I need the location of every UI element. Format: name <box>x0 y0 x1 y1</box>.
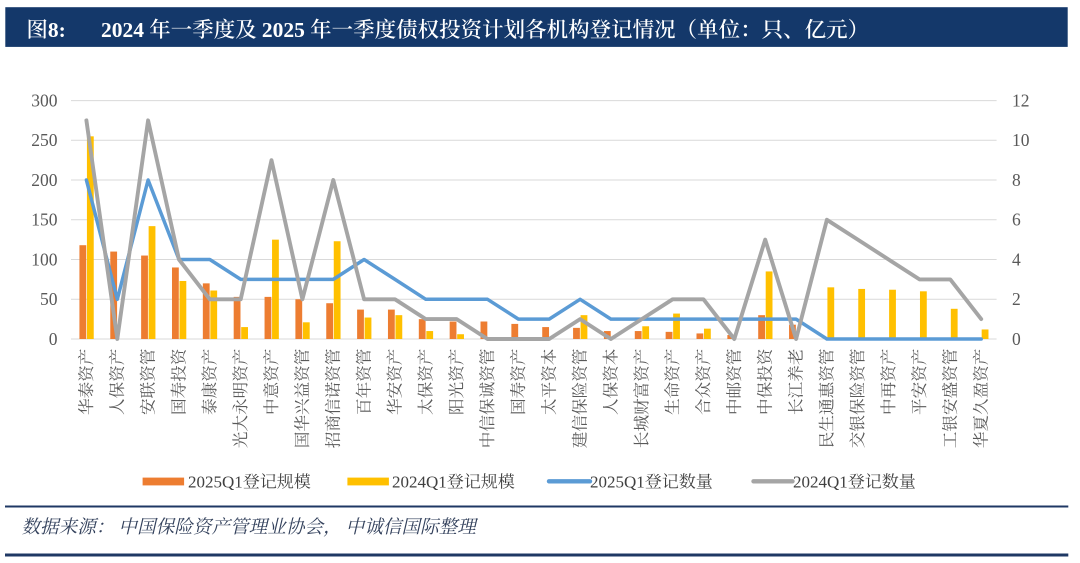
svg-text:4: 4 <box>1012 249 1021 269</box>
svg-text:2024Q1: 2024Q1 <box>392 473 447 492</box>
svg-text:6: 6 <box>1012 210 1021 230</box>
svg-text:250: 250 <box>31 130 58 150</box>
svg-text:2024: 2024 <box>101 18 144 42</box>
svg-text:200: 200 <box>31 170 58 190</box>
svg-text:0: 0 <box>1012 329 1021 349</box>
svg-text:0: 0 <box>49 329 58 349</box>
svg-text:2025Q1: 2025Q1 <box>188 473 243 492</box>
svg-text:100: 100 <box>31 249 58 269</box>
svg-text:150: 150 <box>31 210 58 230</box>
svg-text:8: 8 <box>1012 170 1021 190</box>
svg-text:300: 300 <box>31 90 58 110</box>
svg-text:2025: 2025 <box>262 18 305 42</box>
svg-text:12: 12 <box>1012 90 1030 110</box>
svg-text:50: 50 <box>40 289 58 309</box>
svg-text:8:: 8: <box>48 18 66 42</box>
svg-text:2024Q1: 2024Q1 <box>793 473 848 492</box>
svg-text:2025Q1: 2025Q1 <box>590 473 645 492</box>
svg-text:2: 2 <box>1012 289 1021 309</box>
svg-text:10: 10 <box>1012 130 1030 150</box>
